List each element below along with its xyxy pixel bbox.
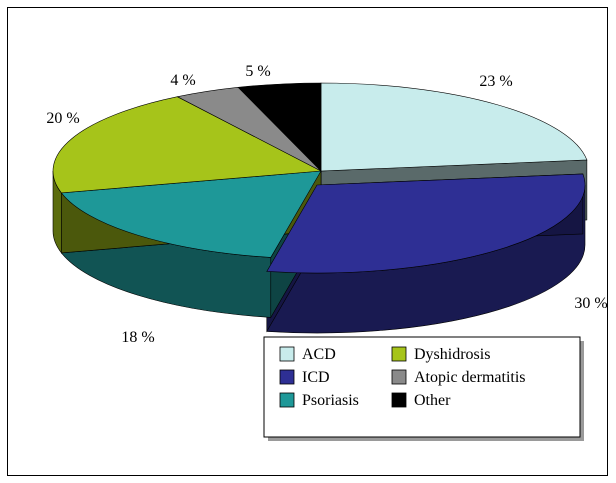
legend-box — [263, 336, 581, 438]
legend-item-other: Other — [391, 392, 451, 409]
legend-item-atopic-dermatitis: Atopic dermatitis — [391, 369, 526, 386]
pie-slice-acd — [320, 82, 588, 172]
pie-slice-other — [237, 82, 322, 172]
legend-label-acd: ACD — [302, 346, 336, 363]
percent-labels: 23 % 30 % 18 % 20 % 4 % 5 % — [46, 63, 607, 346]
legend-item-acd: ACD — [279, 346, 336, 363]
pie-slice-dyshidrosis — [52, 96, 323, 194]
pie-tops — [52, 82, 588, 274]
legend-label-psoriasis: Psoriasis — [302, 392, 359, 409]
slice-label-dyshidrosis: 20 % — [46, 110, 79, 127]
legend-item-dyshidrosis: Dyshidrosis — [391, 346, 490, 363]
legend-items: ACD Dyshidrosis ICD Atopic dermatitis Psoria… — [279, 346, 526, 409]
legend-swatch-icd — [279, 369, 295, 385]
legend-label-dyshidrosis: Dyshidrosis — [414, 346, 490, 363]
legend: ACD Dyshidrosis ICD Atopic dermatitis Psoria… — [263, 336, 584, 441]
legend-label-other: Other — [414, 392, 451, 409]
pie-chart: 23 % 30 % 18 % 20 % 4 % 5 % ACD Dyshidrosis ICD… — [46, 63, 608, 441]
legend-item-psoriasis: Psoriasis — [279, 392, 359, 409]
pie-slice-psoriasis — [60, 170, 322, 258]
slice-label-atopic-dermatitis: 4 % — [170, 72, 195, 89]
legend-swatch-psoriasis — [279, 392, 295, 408]
legend-label-icd: ICD — [302, 369, 330, 386]
legend-swatch-atopic-dermatitis — [391, 369, 407, 385]
chart-frame: 23 % 30 % 18 % 20 % 4 % 5 % ACD Dyshidrosis ICD… — [7, 7, 608, 476]
legend-item-icd: ICD — [279, 369, 330, 386]
pie-slice-icd — [266, 173, 586, 274]
legend-swatch-dyshidrosis — [391, 346, 407, 362]
slice-label-other: 5 % — [245, 63, 270, 80]
slice-label-icd: 30 % — [574, 295, 607, 312]
slice-label-psoriasis: 18 % — [121, 329, 154, 346]
legend-swatch-acd — [279, 346, 295, 362]
slice-label-acd: 23 % — [479, 73, 512, 90]
legend-swatch-other — [391, 392, 407, 408]
legend-label-atopic-dermatitis: Atopic dermatitis — [414, 369, 526, 386]
